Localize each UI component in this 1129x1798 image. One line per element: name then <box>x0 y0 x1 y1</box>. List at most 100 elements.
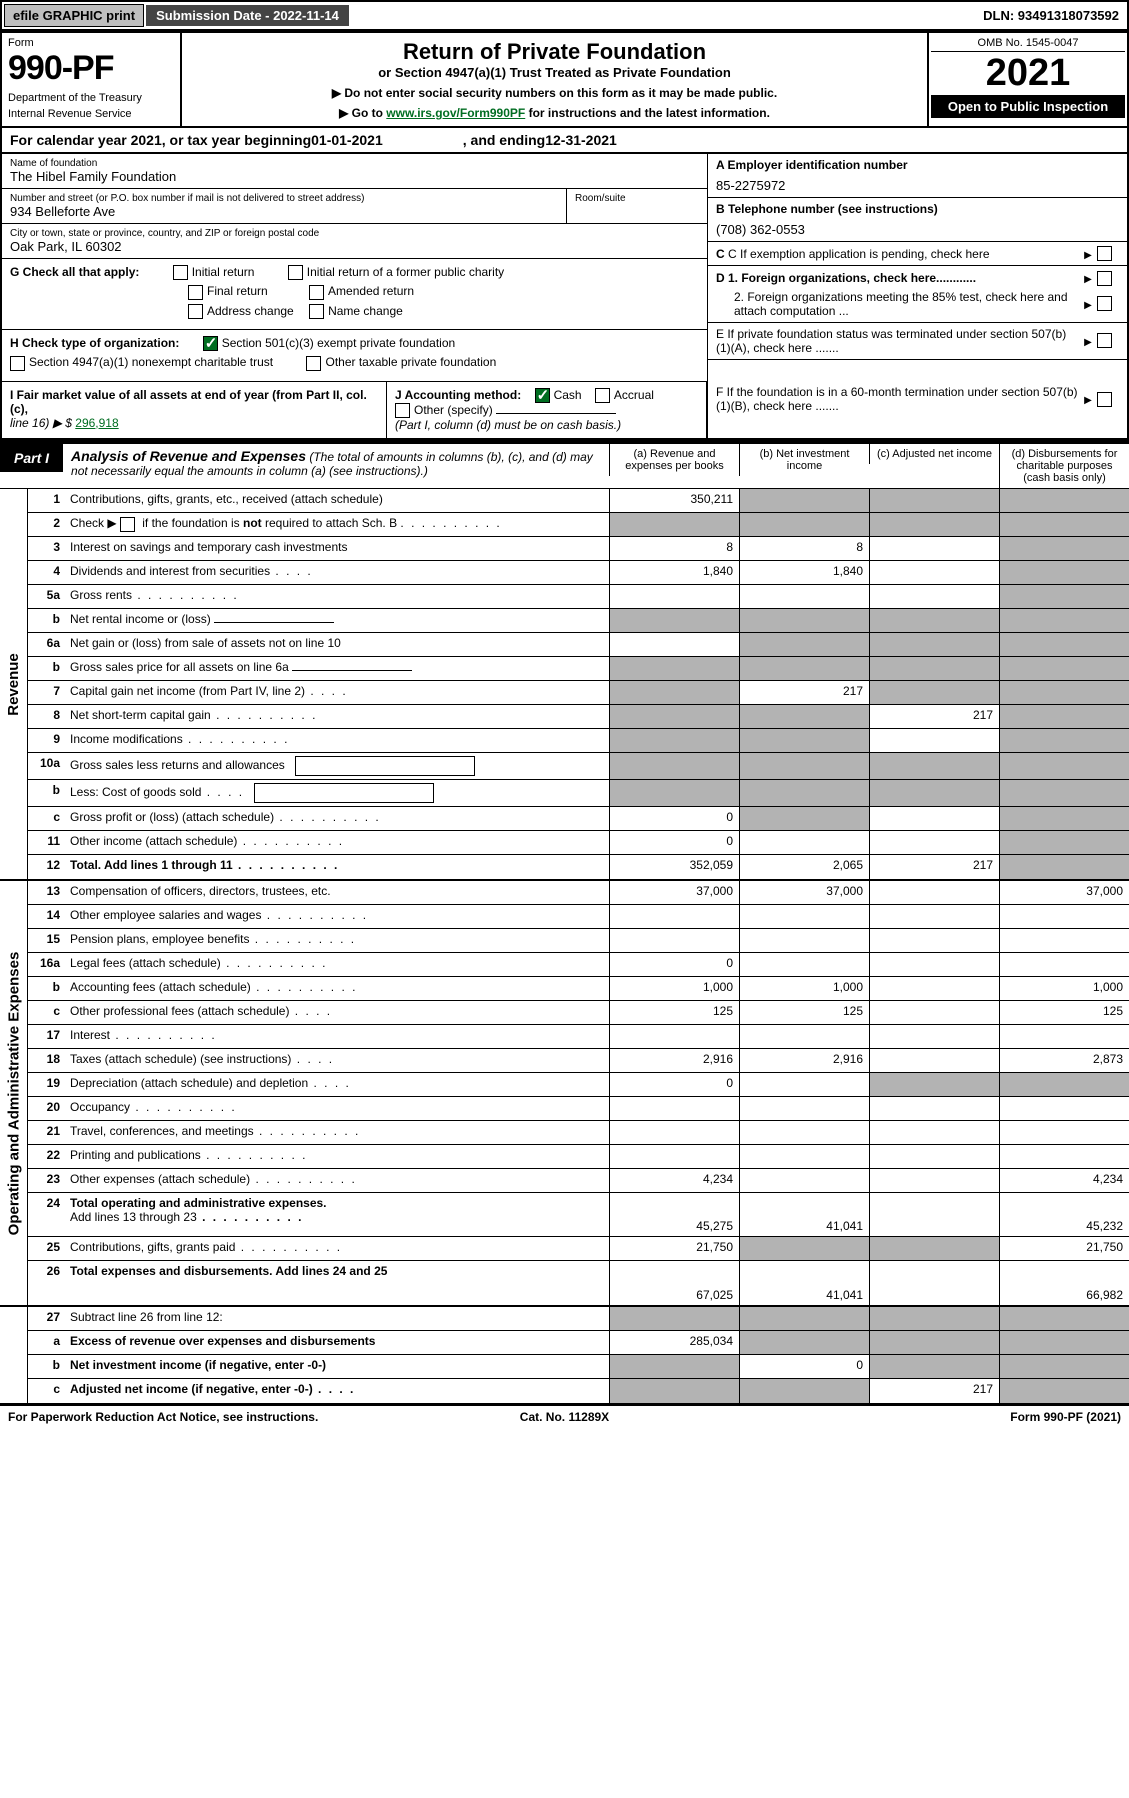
g2-label: Initial return of a former public charit… <box>307 265 504 279</box>
f-cell: F If the foundation is in a 60-month ter… <box>708 360 1127 439</box>
amt-b: 217 <box>739 681 869 704</box>
amt-d: 2,873 <box>999 1049 1129 1072</box>
amt-d: 21,750 <box>999 1237 1129 1260</box>
amt-c <box>869 489 999 512</box>
line-desc: Travel, conferences, and meetings <box>64 1121 609 1144</box>
goto-pre: ▶ Go to <box>339 106 386 120</box>
irs-label: Internal Revenue Service <box>8 108 174 120</box>
amt-d: 4,234 <box>999 1169 1129 1192</box>
part1-header: Part I Analysis of Revenue and Expenses … <box>0 440 1129 489</box>
cash-checkbox[interactable] <box>535 388 550 403</box>
amt-d: 1,000 <box>999 977 1129 1000</box>
col-d-head: (d) Disbursements for charitable purpose… <box>999 444 1129 488</box>
room-cell: Room/suite <box>567 189 707 223</box>
goto-note: ▶ Go to www.irs.gov/Form990PF for instru… <box>192 106 917 120</box>
line-num: 22 <box>28 1145 64 1168</box>
line-desc: Net rental income or (loss) <box>64 609 609 632</box>
address-change-checkbox[interactable] <box>188 304 203 319</box>
line-num: 20 <box>28 1097 64 1120</box>
line-desc: Interest on savings and temporary cash i… <box>64 537 609 560</box>
line-desc: Depreciation (attach schedule) and deple… <box>64 1073 609 1096</box>
line-desc: Total expenses and disbursements. Add li… <box>64 1261 609 1305</box>
line-desc: Printing and publications <box>64 1145 609 1168</box>
h1-label: Section 501(c)(3) exempt private foundat… <box>222 336 455 350</box>
efile-print-button[interactable]: efile GRAPHIC print <box>4 4 144 27</box>
schb-checkbox[interactable] <box>120 517 135 532</box>
d2-checkbox[interactable] <box>1097 296 1112 311</box>
cal-pre: For calendar year 2021, or tax year begi… <box>10 132 311 148</box>
line-num: 9 <box>28 729 64 752</box>
form-title-block: Return of Private Foundation or Section … <box>182 33 927 126</box>
open-inspection-badge: Open to Public Inspection <box>931 95 1125 118</box>
line-num: 19 <box>28 1073 64 1096</box>
h2-label: Section 4947(a)(1) nonexempt charitable … <box>29 355 273 369</box>
line-num: 17 <box>28 1025 64 1048</box>
amt-d <box>999 489 1129 512</box>
d-cell: D 1. Foreign organizations, check here..… <box>708 266 1127 322</box>
g5-label: Address change <box>207 304 294 318</box>
c-checkbox[interactable] <box>1097 246 1112 261</box>
other-taxable-checkbox[interactable] <box>306 356 321 371</box>
line-num: 16a <box>28 953 64 976</box>
form-header: Form 990-PF Department of the Treasury I… <box>0 33 1129 128</box>
line-desc: Pension plans, employee benefits <box>64 929 609 952</box>
city-cell: City or town, state or province, country… <box>2 224 707 259</box>
net-table: 27Subtract line 26 from line 12: aExcess… <box>0 1307 1129 1405</box>
amt-a: 0 <box>609 831 739 854</box>
c-label: C If exemption application is pending, c… <box>728 247 990 261</box>
accrual-checkbox[interactable] <box>595 388 610 403</box>
line-num: 10a <box>28 753 64 779</box>
amt-a: 350,211 <box>609 489 739 512</box>
e-checkbox[interactable] <box>1097 333 1112 348</box>
form990pf-link[interactable]: www.irs.gov/Form990PF <box>386 106 525 120</box>
a-label: A Employer identification number <box>716 158 908 172</box>
line-num: a <box>28 1331 64 1354</box>
amt-d: 66,982 <box>999 1261 1129 1305</box>
line-num: 15 <box>28 929 64 952</box>
fmv-link[interactable]: 296,918 <box>75 416 118 430</box>
arrow-icon <box>1079 334 1097 348</box>
line-desc: Adjusted net income (if negative, enter … <box>64 1379 609 1403</box>
line-num: 18 <box>28 1049 64 1072</box>
amended-return-checkbox[interactable] <box>309 285 324 300</box>
line-num: 2 <box>28 513 64 536</box>
amt-d: 45,232 <box>999 1193 1129 1236</box>
h-label: H Check type of organization: <box>10 336 179 350</box>
line-num: b <box>28 1355 64 1378</box>
initial-former-checkbox[interactable] <box>288 265 303 280</box>
name-change-checkbox[interactable] <box>309 304 324 319</box>
line-num: 23 <box>28 1169 64 1192</box>
amt-c: 217 <box>869 855 999 879</box>
line-desc: Gross profit or (loss) (attach schedule) <box>64 807 609 830</box>
d1-checkbox[interactable] <box>1097 271 1112 286</box>
amt-a: 285,034 <box>609 1331 739 1354</box>
city-value: Oak Park, IL 60302 <box>10 239 699 254</box>
j1-label: Cash <box>554 388 582 402</box>
final-return-checkbox[interactable] <box>188 285 203 300</box>
g4-label: Amended return <box>328 284 414 298</box>
other-method-checkbox[interactable] <box>395 403 410 418</box>
initial-return-checkbox[interactable] <box>173 265 188 280</box>
amt-a: 0 <box>609 807 739 830</box>
4947a1-checkbox[interactable] <box>10 356 25 371</box>
name-cell: Name of foundation The Hibel Family Foun… <box>2 154 707 189</box>
phone-cell: B Telephone number (see instructions) (7… <box>708 198 1127 242</box>
j3-label: Other (specify) <box>414 403 493 417</box>
e-label: E If private foundation status was termi… <box>716 327 1079 355</box>
amt-a: 2,916 <box>609 1049 739 1072</box>
expenses-table: Operating and Administrative Expenses 13… <box>0 881 1129 1307</box>
phone-value: (708) 362-0553 <box>716 216 1119 237</box>
year-block: OMB No. 1545-0047 2021 Open to Public In… <box>927 33 1127 126</box>
line-num: 26 <box>28 1261 64 1305</box>
revenue-side-label: Revenue <box>0 489 28 879</box>
addr-value: 934 Belleforte Ave <box>10 204 558 219</box>
amt-b: 1,000 <box>739 977 869 1000</box>
expenses-side-label: Operating and Administrative Expenses <box>0 881 28 1305</box>
part1-title: Analysis of Revenue and Expenses <box>71 448 306 464</box>
line-num: c <box>28 1001 64 1024</box>
h-section: H Check type of organization: Section 50… <box>2 330 707 382</box>
line-num: 24 <box>28 1193 64 1236</box>
501c3-checkbox[interactable] <box>203 336 218 351</box>
line-desc: Total operating and administrative expen… <box>64 1193 609 1236</box>
f-checkbox[interactable] <box>1097 392 1112 407</box>
